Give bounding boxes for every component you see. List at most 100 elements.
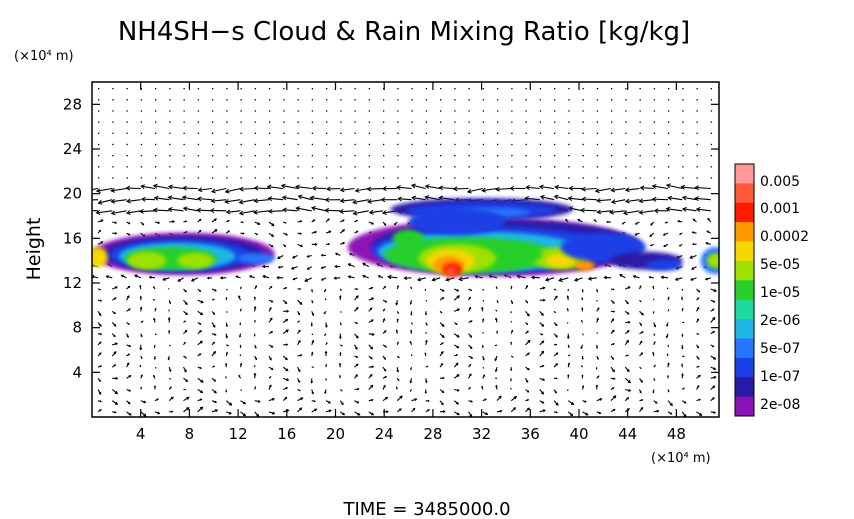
wind-arrow — [474, 275, 483, 279]
wind-arrowhead — [554, 184, 560, 190]
wind-arrowhead — [156, 398, 159, 401]
wind-arrowhead — [456, 388, 460, 392]
wind-dot — [668, 177, 670, 179]
wind-dot — [226, 99, 228, 101]
wind-arrowhead — [681, 195, 687, 201]
wind-arrowhead — [228, 402, 233, 406]
wind-dot — [397, 110, 399, 112]
wind-dot — [425, 143, 428, 146]
wind-arrowhead — [397, 312, 399, 315]
wind-arrowhead — [526, 313, 530, 317]
colorbar-swatch — [735, 260, 754, 281]
wind-arrowhead — [527, 339, 531, 344]
wind-dot — [425, 177, 428, 179]
wind-arrow — [690, 277, 697, 281]
wind-dot — [525, 177, 527, 179]
wind-arrow — [582, 198, 597, 201]
wind-arrowhead — [650, 223, 653, 226]
wind-arrowhead — [568, 354, 571, 356]
wind-arrowhead — [141, 223, 145, 226]
wind-dot — [482, 300, 485, 302]
wind-arrowhead — [241, 221, 244, 224]
wind-dot — [311, 132, 314, 134]
wind-arrowhead — [313, 219, 316, 222]
wind-arrowhead — [527, 367, 530, 371]
wind-arrowhead — [253, 185, 259, 191]
wind-dot — [497, 88, 499, 90]
wind-dot — [696, 88, 698, 90]
wind-dot — [440, 177, 442, 179]
wind-arrow — [525, 197, 540, 201]
wind-arrowhead — [114, 390, 119, 395]
wind-arrowhead — [297, 194, 303, 200]
wind-arrowhead — [320, 266, 324, 270]
wind-dot — [497, 155, 499, 157]
wind-dot — [397, 177, 399, 179]
wind-arrowhead — [541, 324, 545, 327]
plot-frame — [91, 81, 720, 418]
wind-dot — [340, 166, 342, 168]
wind-arrowhead — [495, 384, 498, 388]
wind-arrowhead — [213, 298, 215, 301]
wind-arrowhead — [128, 389, 132, 392]
wind-arrowhead — [683, 387, 685, 390]
wind-arrowhead — [494, 369, 498, 373]
wind-arrowhead — [612, 329, 615, 333]
wind-dot — [368, 88, 371, 90]
wind-arrowhead — [326, 186, 331, 192]
wind-arrow — [153, 209, 170, 212]
wind-dot — [625, 143, 627, 146]
wind-dot — [611, 99, 613, 101]
wind-dot — [297, 121, 299, 123]
wind-dot — [568, 99, 570, 101]
wind-dot — [240, 166, 242, 168]
wind-arrowhead — [541, 350, 545, 354]
wind-dot — [383, 110, 385, 112]
wind-dot — [468, 99, 470, 101]
wind-arrowhead — [594, 188, 600, 194]
wind-arrowhead — [306, 254, 310, 258]
wind-arrowhead — [567, 289, 569, 292]
wind-dot — [596, 143, 599, 146]
wind-arrowhead — [626, 369, 630, 373]
x-tick-label: 4 — [136, 425, 146, 443]
wind-arrowhead — [356, 363, 359, 367]
wind-dot — [668, 99, 670, 101]
wind-arrow — [369, 210, 384, 214]
wind-arrowhead — [440, 311, 443, 314]
wind-arrowhead — [120, 274, 124, 278]
wind-dot — [340, 88, 342, 90]
wind-arrow — [277, 255, 284, 259]
wind-arrow — [254, 199, 270, 202]
wind-arrowhead — [555, 323, 558, 327]
wind-dot — [140, 99, 143, 101]
wind-arrowhead — [621, 222, 624, 225]
x-tick-label: 44 — [618, 425, 637, 443]
wind-arrowhead — [652, 351, 655, 355]
wind-arrow — [183, 207, 198, 212]
wind-dot — [440, 132, 442, 134]
wind-dot — [539, 177, 542, 179]
wind-arrowhead — [681, 363, 684, 366]
wind-dot — [226, 166, 228, 168]
wind-arrowhead — [456, 374, 460, 378]
wind-dot — [112, 88, 114, 90]
wind-arrowhead — [627, 320, 631, 324]
wind-arrowhead — [282, 207, 287, 213]
wind-arrowhead — [333, 276, 337, 280]
wind-arrowhead — [499, 409, 503, 413]
wind-arrowhead — [384, 345, 387, 348]
wind-dot — [269, 110, 271, 112]
wind-dot — [625, 177, 627, 179]
wind-arrowhead — [285, 343, 289, 346]
wind-dot — [269, 121, 271, 123]
wind-dot — [368, 99, 371, 101]
wind-arrow — [668, 197, 683, 201]
wind-arrowhead — [632, 274, 636, 279]
wind-arrowhead — [199, 330, 202, 333]
wind-arrowhead — [139, 208, 144, 214]
wind-arrow — [396, 395, 403, 402]
wind-arrowhead — [169, 386, 172, 389]
wind-dot — [212, 121, 214, 123]
wind-dot — [155, 155, 157, 157]
